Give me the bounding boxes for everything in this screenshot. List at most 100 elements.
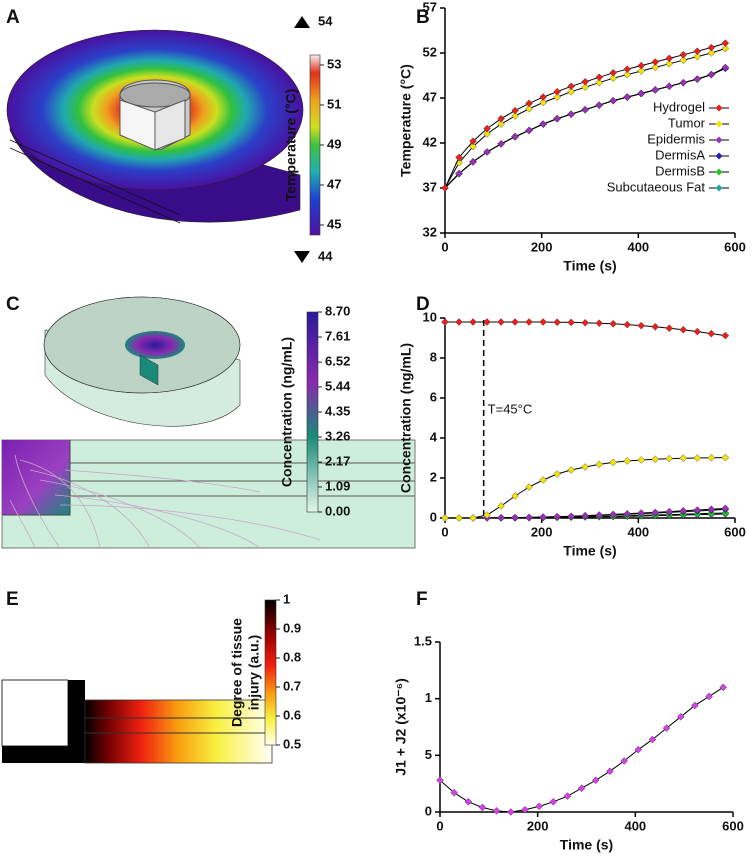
data-point <box>665 324 674 332</box>
data-point <box>441 318 449 326</box>
data-point <box>525 126 533 135</box>
data-point <box>441 514 449 522</box>
data-point <box>441 184 449 192</box>
colorbar-label: Concentration (ng/mL) <box>279 337 295 487</box>
data-point <box>651 86 660 94</box>
y-tick-label: 42 <box>423 134 437 149</box>
y-tick-label: 6 <box>430 389 437 404</box>
colorbar-max: 54 <box>318 13 333 28</box>
data-point <box>705 692 713 701</box>
data-point <box>721 453 730 462</box>
data-point <box>595 511 603 519</box>
colorbar-tick-label: 3.26 <box>325 428 350 443</box>
data-point <box>455 514 463 522</box>
colorbar-tick-label: 0.5 <box>283 736 301 751</box>
data-point <box>651 63 660 72</box>
data-point <box>721 331 730 340</box>
data-point <box>595 460 603 469</box>
legend-label: Epidermis <box>647 131 705 146</box>
data-point <box>483 511 491 519</box>
x-tick-label: 0 <box>441 524 448 539</box>
colorbar <box>309 54 321 236</box>
data-point <box>567 466 575 474</box>
data-point <box>679 507 688 515</box>
data-point <box>553 470 561 478</box>
data-point <box>577 784 586 792</box>
data-point <box>511 318 519 326</box>
data-point <box>623 510 631 518</box>
data-point <box>478 803 487 812</box>
data-point <box>637 67 646 75</box>
data-point <box>693 75 702 83</box>
legend-label: Hydrogel <box>653 99 705 114</box>
colorbar-tick-label: 49 <box>327 136 341 151</box>
x-tick-label: 600 <box>724 524 746 539</box>
data-point <box>525 105 533 113</box>
data-point <box>609 320 617 328</box>
y-tick-label: 1 <box>425 690 432 705</box>
colorbar-tick-label: 6.52 <box>325 354 350 369</box>
colorbar-tick-label: 45 <box>327 216 341 231</box>
data-point <box>595 73 603 82</box>
data-point <box>539 93 547 101</box>
data-point <box>707 329 716 338</box>
colorbar-tick-label: 8.70 <box>325 303 350 318</box>
data-point <box>497 318 505 326</box>
min-arrow <box>294 251 310 263</box>
data-point <box>637 61 646 70</box>
data-point <box>665 454 674 463</box>
data-point <box>567 512 575 520</box>
legend-marker <box>715 120 723 128</box>
data-point <box>511 513 519 522</box>
data-point <box>651 455 660 463</box>
colorbar-tick-label: 0.9 <box>283 620 301 635</box>
colorbar-tick-label: 0.7 <box>283 678 301 693</box>
data-point <box>549 798 558 806</box>
data-point <box>483 148 491 156</box>
colorbar-tick-label: 4.35 <box>325 403 350 418</box>
data-point <box>595 78 603 87</box>
data-point <box>483 318 491 326</box>
data-point <box>483 130 491 138</box>
colorbar <box>264 599 277 746</box>
data-point <box>553 512 561 521</box>
legend-label: DermisB <box>655 163 705 178</box>
data-point <box>665 507 674 516</box>
legend-label: DermisA <box>655 147 705 162</box>
data-point <box>525 513 533 522</box>
data-point <box>609 510 617 519</box>
data-point <box>511 132 519 141</box>
colorbar-tick-label: 47 <box>327 176 341 191</box>
colorbar-tick-label: 51 <box>327 96 341 111</box>
data-point <box>553 87 561 96</box>
y-tick-label: 5 <box>425 747 432 762</box>
colorbar-tick-label: 7.61 <box>325 328 350 343</box>
data-point <box>679 78 688 87</box>
colorbar-label: Degree of tissue <box>229 618 245 727</box>
y-tick-label: 32 <box>423 224 437 239</box>
data-point <box>623 93 631 101</box>
legend-marker <box>715 136 723 144</box>
data-point <box>581 319 589 327</box>
data-point <box>581 463 589 471</box>
data-point <box>469 142 477 151</box>
x-tick-label: 200 <box>531 239 553 254</box>
data-point <box>662 724 671 732</box>
data-point <box>637 89 646 98</box>
panel-label: A <box>6 7 20 28</box>
data-point <box>539 120 547 128</box>
data-point <box>450 788 458 797</box>
data-point <box>553 93 561 101</box>
panel-label: F <box>416 589 428 610</box>
data-point <box>595 101 603 109</box>
data-point <box>719 683 728 692</box>
data-point <box>469 318 477 326</box>
data-point <box>707 43 716 52</box>
series-line <box>439 686 724 813</box>
data-point <box>623 457 631 465</box>
colorbar-tick-label: 0.00 <box>325 503 350 518</box>
y-tick-label: 8 <box>430 349 437 364</box>
data-point <box>581 105 589 114</box>
data-point <box>693 52 702 61</box>
legend-marker <box>715 152 723 160</box>
